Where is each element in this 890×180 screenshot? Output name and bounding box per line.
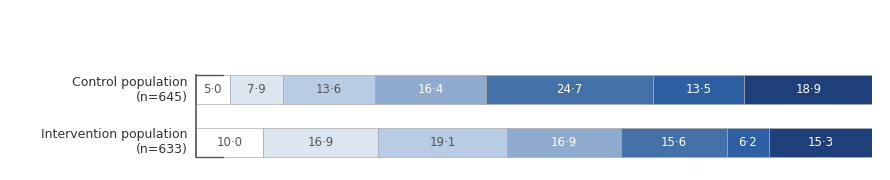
Text: 13·5: 13·5 [685, 83, 712, 96]
Bar [263, 128, 377, 157]
Bar [196, 128, 263, 157]
Text: 13·6: 13·6 [316, 83, 342, 96]
Text: 19·1: 19·1 [429, 136, 456, 149]
Text: 10·0: 10·0 [216, 136, 243, 149]
Bar [377, 128, 507, 157]
Bar [769, 128, 872, 157]
Text: 5·0: 5·0 [204, 83, 222, 96]
Bar [196, 75, 230, 104]
Text: 18·9: 18·9 [796, 83, 821, 96]
Bar [744, 75, 872, 104]
Text: 16·4: 16·4 [417, 83, 443, 96]
Bar [283, 75, 375, 104]
Bar [507, 128, 621, 157]
Bar [230, 75, 283, 104]
Bar [375, 75, 486, 104]
Bar [621, 128, 727, 157]
Text: 15·3: 15·3 [807, 136, 833, 149]
Text: 16·9: 16·9 [307, 136, 334, 149]
Bar [486, 75, 653, 104]
Text: 16·9: 16·9 [551, 136, 578, 149]
Text: 15·6: 15·6 [661, 136, 687, 149]
Text: 7·9: 7·9 [247, 83, 266, 96]
Text: 24·7: 24·7 [556, 83, 583, 96]
Bar [727, 128, 769, 157]
Bar [653, 75, 744, 104]
Text: 6·2: 6·2 [739, 136, 757, 149]
